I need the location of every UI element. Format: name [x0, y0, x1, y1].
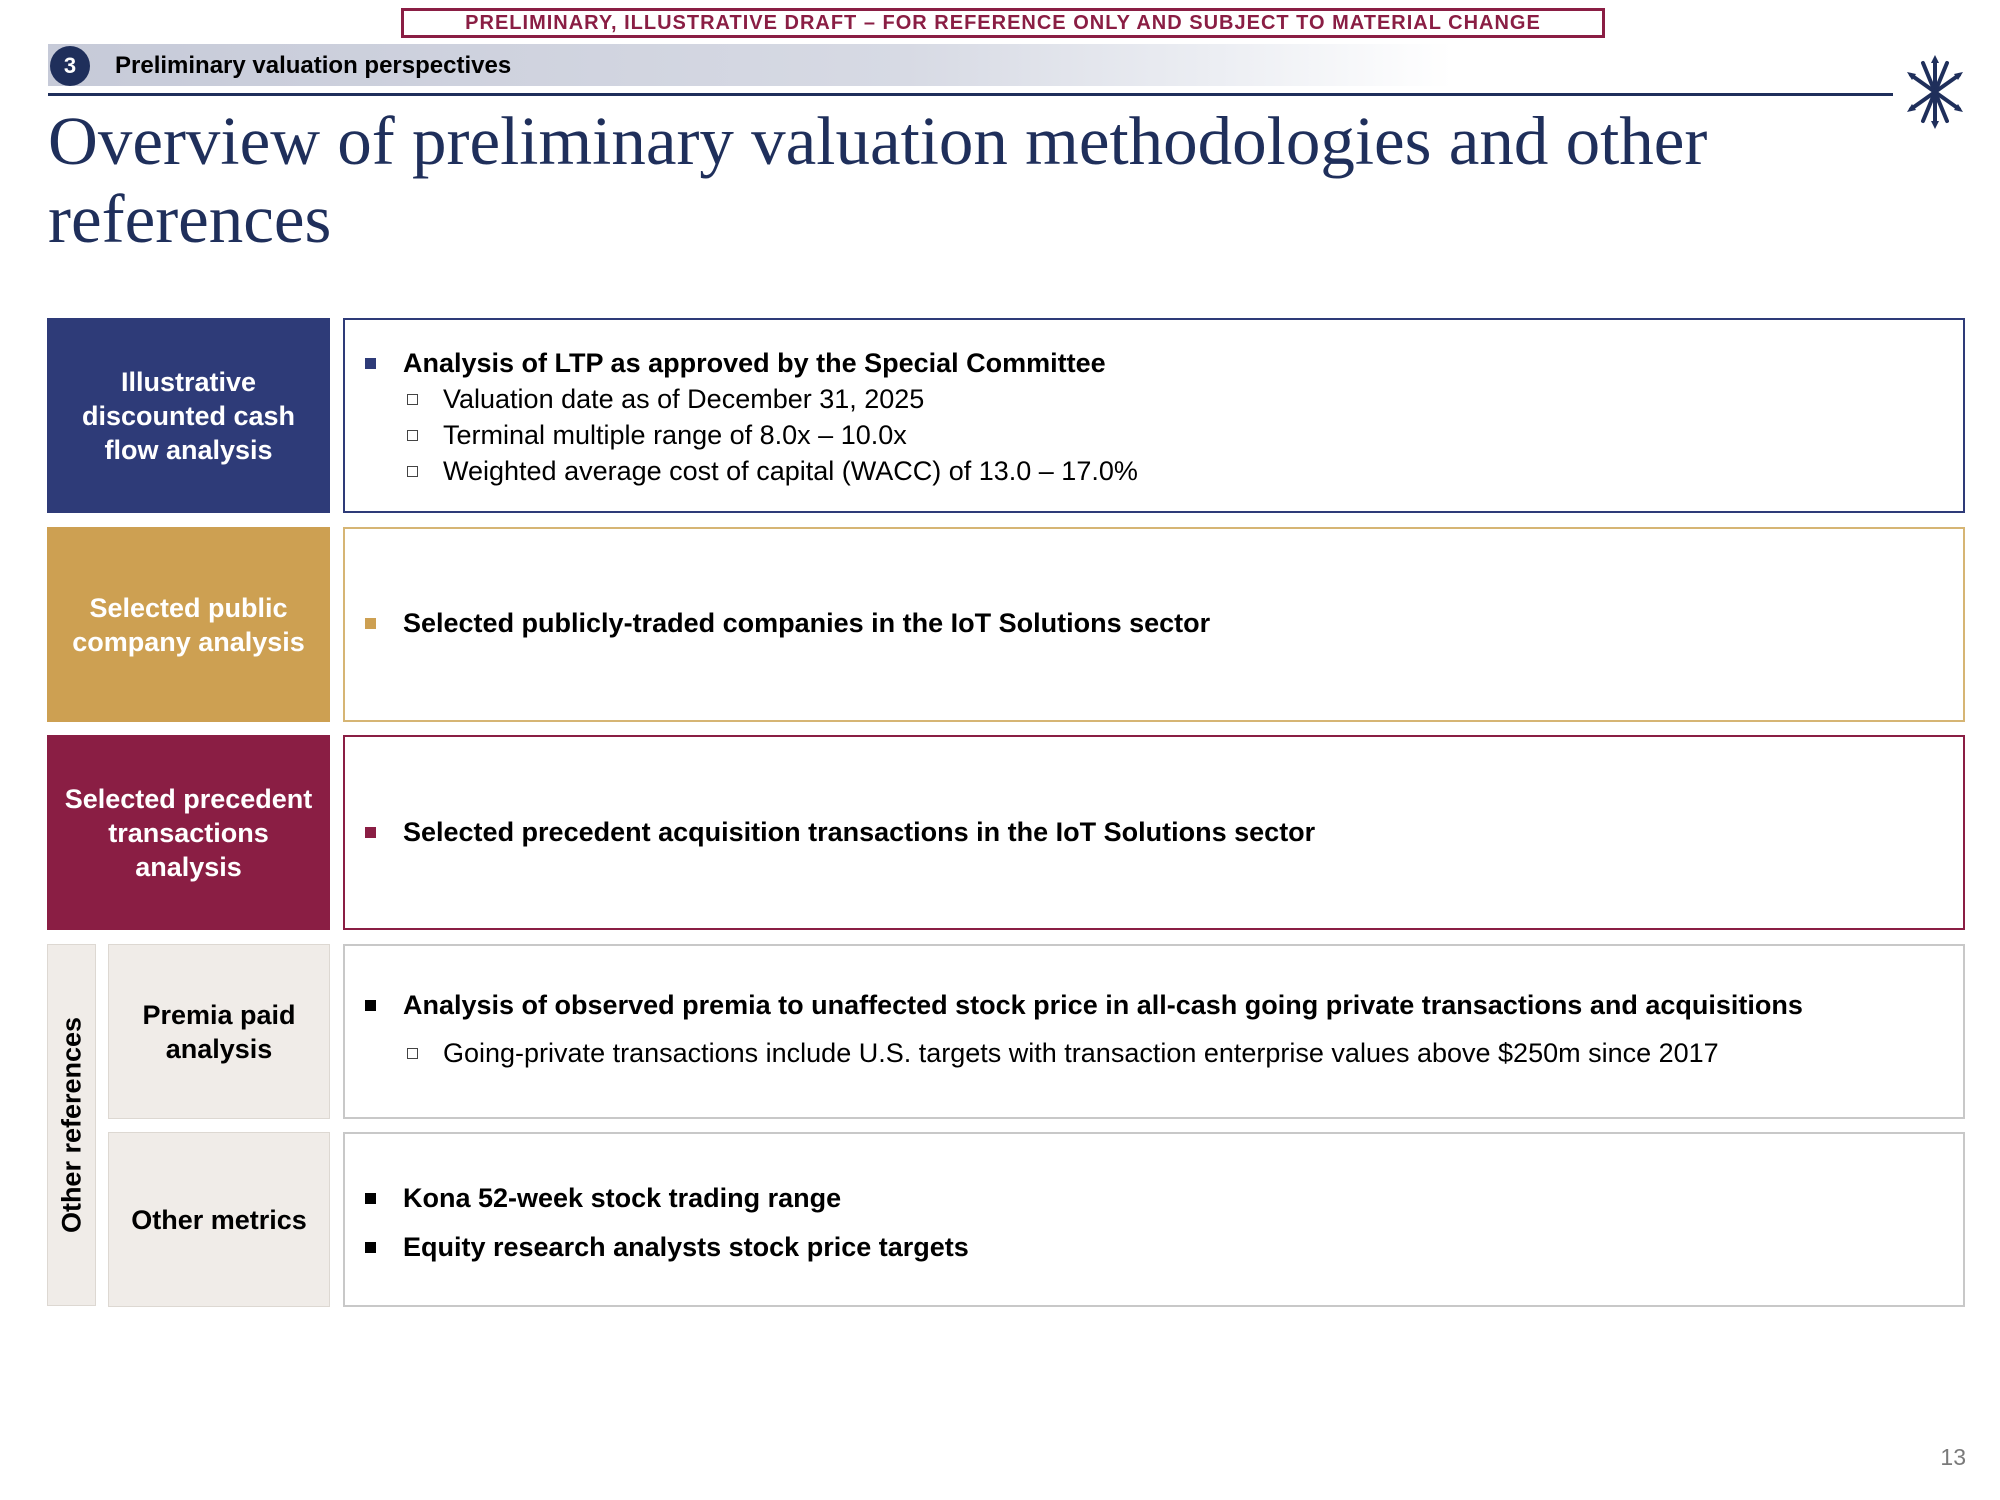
premia-label-text: Premia paid analysis: [142, 999, 296, 1064]
header-divider: [48, 93, 1893, 96]
page-number: 13: [1940, 1444, 1966, 1470]
other-references-text: Other references: [56, 1016, 86, 1234]
public-company-bullet-text: Selected publicly-traded companies in th…: [403, 608, 1211, 638]
precedent-transactions-label: Selected precedent transactions analysis: [47, 735, 330, 930]
other-metrics-bullet-text: Equity research analysts stock price tar…: [403, 1232, 969, 1262]
section-label: Preliminary valuation perspectives: [115, 52, 512, 79]
hollow-square-bullet-icon: [407, 1047, 418, 1059]
dcf-label: Illustrative discounted cash flow analys…: [47, 318, 330, 513]
other-references-side-label: Other references: [47, 944, 96, 1306]
list-item: Analysis of observed premia to unaffecte…: [365, 988, 1803, 1022]
sub-list-item: Weighted average cost of capital (WACC) …: [407, 454, 1138, 488]
premia-sub-bullet-text: Going-private transactions include U.S. …: [443, 1038, 1719, 1068]
precedent-transactions-content: Selected precedent acquisition transacti…: [343, 735, 1965, 930]
precedent-transactions-bullet-text: Selected precedent acquisition transacti…: [403, 817, 1316, 847]
starburst-logo-icon: [1907, 55, 1963, 129]
dcf-bullet-text: Analysis of LTP as approved by the Speci…: [403, 348, 1106, 378]
dcf-label-text: Illustrative discounted cash flow analys…: [81, 366, 296, 465]
sub-list-item: Valuation date as of December 31, 2025: [407, 382, 924, 416]
sub-list-item: Going-private transactions include U.S. …: [407, 1036, 1719, 1070]
list-item: Analysis of LTP as approved by the Speci…: [365, 346, 1106, 380]
hollow-square-bullet-icon: [407, 393, 418, 405]
other-metrics-label: Other metrics: [108, 1132, 330, 1307]
list-item: Selected precedent acquisition transacti…: [365, 815, 1315, 849]
section-number-badge: 3: [50, 46, 90, 86]
other-metrics-bullet-text: Kona 52-week stock trading range: [403, 1183, 842, 1213]
hollow-square-bullet-icon: [407, 465, 418, 477]
section-header-bar: [48, 44, 1608, 86]
premia-label: Premia paid analysis: [108, 944, 330, 1119]
square-bullet-icon: [365, 826, 376, 838]
square-bullet-icon: [365, 1241, 376, 1253]
dcf-sub-bullet-text: Terminal multiple range of 8.0x – 10.0x: [443, 420, 907, 450]
dcf-sub-bullet-text: Weighted average cost of capital (WACC) …: [443, 456, 1138, 486]
premia-content: Analysis of observed premia to unaffecte…: [343, 944, 1965, 1119]
hollow-square-bullet-icon: [407, 429, 418, 441]
public-company-label-text: Selected public company analysis: [72, 592, 305, 657]
other-metrics-content: Kona 52-week stock trading range Equity …: [343, 1132, 1965, 1307]
draft-banner: PRELIMINARY, ILLUSTRATIVE DRAFT – FOR RE…: [401, 8, 1605, 38]
square-bullet-icon: [365, 357, 376, 369]
square-bullet-icon: [365, 999, 376, 1011]
other-metrics-label-text: Other metrics: [131, 1204, 307, 1235]
sub-list-item: Terminal multiple range of 8.0x – 10.0x: [407, 418, 907, 452]
square-bullet-icon: [365, 617, 376, 629]
square-bullet-icon: [365, 1192, 376, 1204]
dcf-content: Analysis of LTP as approved by the Speci…: [343, 318, 1965, 513]
public-company-content: Selected publicly-traded companies in th…: [343, 527, 1965, 722]
page-title: Overview of preliminary valuation method…: [48, 103, 1708, 257]
dcf-sub-bullet-text: Valuation date as of December 31, 2025: [443, 384, 925, 414]
list-item: Equity research analysts stock price tar…: [365, 1230, 969, 1264]
list-item: Selected publicly-traded companies in th…: [365, 606, 1210, 640]
public-company-label: Selected public company analysis: [47, 527, 330, 722]
precedent-transactions-label-text: Selected precedent transactions analysis: [64, 783, 313, 882]
list-item: Kona 52-week stock trading range: [365, 1181, 841, 1215]
premia-bullet-text: Analysis of observed premia to unaffecte…: [403, 990, 1803, 1020]
